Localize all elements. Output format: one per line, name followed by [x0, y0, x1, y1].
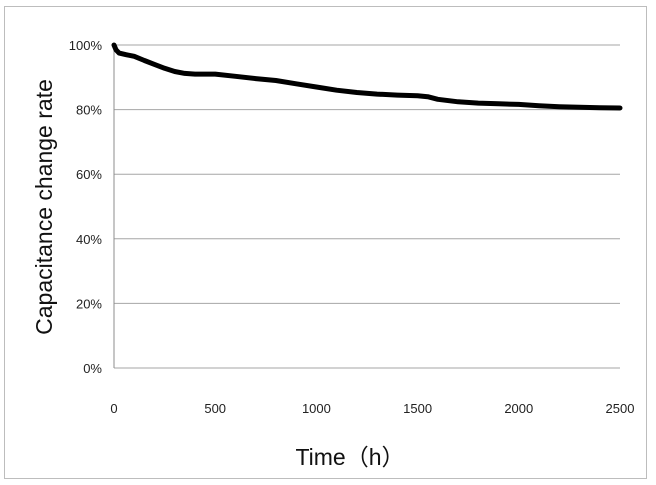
y-axis-title: Capacitance change rate [31, 79, 57, 335]
y-tick-label: 60% [76, 167, 102, 182]
y-tick-label: 20% [76, 296, 102, 311]
y-tick-label: 80% [76, 103, 102, 118]
y-tick-label: 100% [69, 38, 103, 53]
x-tick-label: 1000 [302, 401, 331, 416]
y-tick-label: 40% [76, 232, 102, 247]
x-tick-labels: 0 500 1000 1500 2000 2500 [110, 401, 634, 416]
x-tick-label: 2000 [504, 401, 533, 416]
gridlines [114, 44, 620, 369]
x-tick-label: 2500 [606, 401, 635, 416]
series-line-0 [111, 42, 623, 111]
y-tick-labels: 0% 20% 40% 60% 80% 100% [69, 38, 103, 376]
series-layer [111, 42, 623, 111]
chart-frame [4, 6, 647, 479]
x-tick-label: 500 [204, 401, 226, 416]
x-tick-label: 0 [110, 401, 117, 416]
x-axis-title: Time（h） [295, 444, 404, 470]
y-tick-label: 0% [83, 361, 102, 376]
x-tick-label: 1500 [403, 401, 432, 416]
